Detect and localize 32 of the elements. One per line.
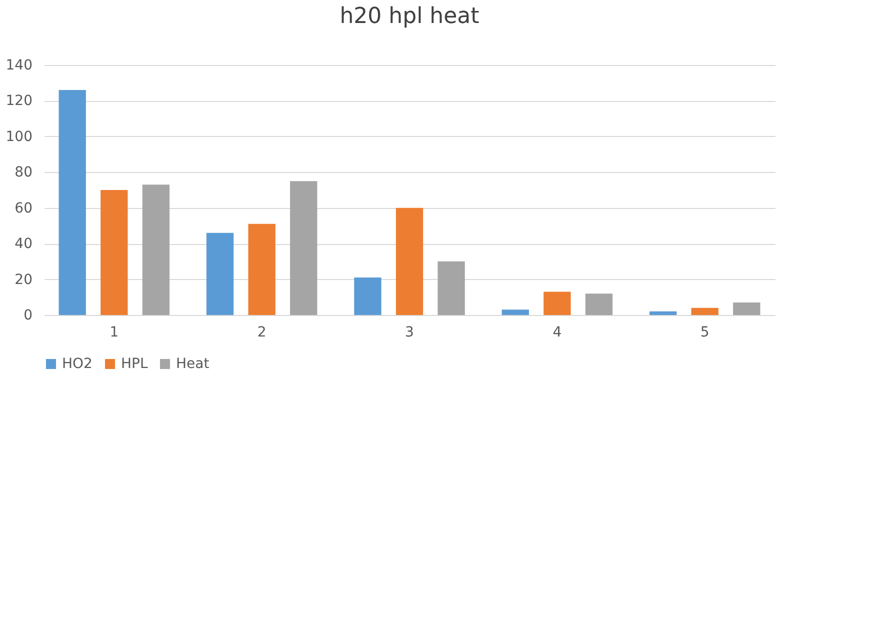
bar: [248, 224, 276, 315]
y-tick-label: 0: [24, 308, 32, 324]
y-tick-label: 60: [14, 200, 32, 216]
bar: [142, 184, 170, 315]
y-tick-label: 80: [14, 164, 32, 181]
bar: [544, 292, 571, 315]
legend-label: Heat: [176, 356, 210, 372]
y-tick-label: 120: [6, 93, 32, 110]
bar: [290, 181, 318, 315]
y-tick-label: 40: [14, 236, 32, 252]
bar: [100, 190, 128, 315]
legend-label: HPL: [121, 356, 148, 372]
bar: [206, 232, 234, 315]
x-tick-label: 3: [405, 324, 414, 340]
bar: [58, 90, 86, 315]
x-tick-label: 5: [700, 324, 710, 340]
bar: [354, 278, 382, 315]
y-tick-label: 140: [6, 58, 32, 74]
bar: [649, 311, 677, 315]
bar: [502, 310, 529, 315]
x-tick-label: 4: [552, 324, 562, 340]
bar: [733, 302, 760, 315]
legend-label: HO2: [62, 356, 92, 372]
bar: [585, 294, 613, 315]
chart-title: h20 hpl heat: [340, 4, 480, 29]
x-tick-label: 1: [110, 324, 119, 340]
bar: [691, 308, 718, 315]
y-tick-label: 100: [6, 128, 32, 145]
bar: [396, 208, 424, 315]
bar: [438, 261, 465, 315]
x-tick-label: 2: [257, 324, 266, 340]
y-tick-label: 20: [14, 272, 32, 288]
